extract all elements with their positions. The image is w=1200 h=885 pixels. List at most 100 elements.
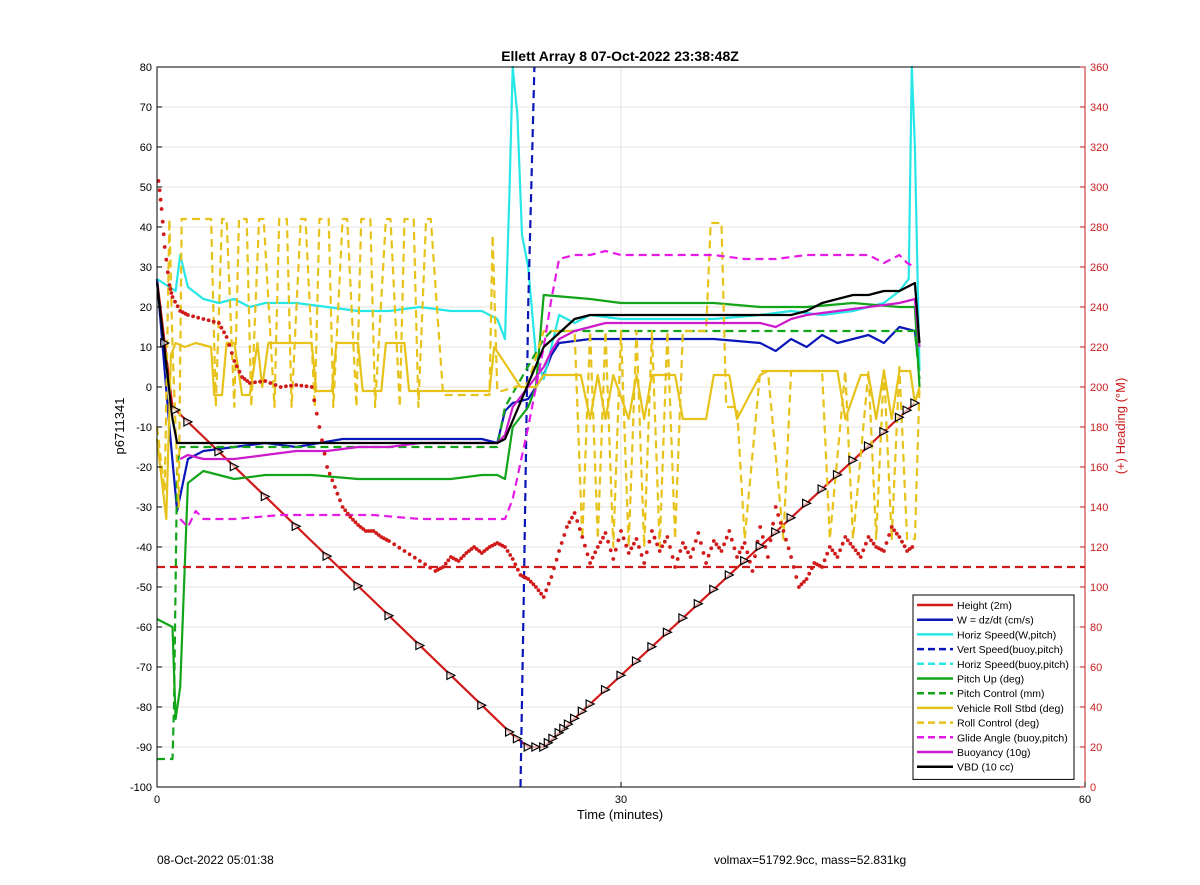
heading-point (709, 546, 714, 551)
heading-point (786, 546, 791, 551)
heading-point (789, 555, 793, 559)
heading-point (750, 569, 755, 573)
height-marker (548, 733, 559, 744)
height-marker (214, 446, 225, 457)
heading-point (539, 591, 543, 596)
heading-point (366, 529, 371, 533)
heading-point (477, 549, 482, 553)
heading-point (456, 559, 461, 563)
heading-point (446, 558, 451, 563)
heading-point (626, 551, 631, 555)
heading-point (632, 541, 636, 546)
heading-point (760, 535, 765, 539)
heading-point (245, 379, 250, 383)
series-horiz-speed-w-pitch (156, 65, 921, 381)
y-tick-label: -100 (130, 782, 152, 794)
heading-point (552, 566, 556, 571)
height-marker (631, 656, 642, 666)
heading-point (505, 549, 510, 553)
heading-point (660, 544, 665, 549)
height-marker (817, 484, 828, 494)
heading-point (691, 547, 696, 551)
heading-point (278, 385, 283, 389)
heading-series (156, 179, 1085, 599)
heading-point (418, 559, 422, 563)
height-marker (693, 598, 704, 609)
heading-point (624, 543, 629, 548)
heading-point (820, 565, 824, 569)
right-y-tick-label: 60 (1090, 662, 1102, 674)
heading-point (572, 511, 577, 515)
heading-point (673, 565, 677, 569)
heading-point (206, 318, 211, 323)
heading-point (825, 551, 830, 556)
right-y-tick-label: 220 (1090, 342, 1108, 354)
heading-point (164, 257, 169, 262)
height-marker (771, 527, 782, 537)
height-marker (229, 461, 240, 472)
height-marker (585, 699, 596, 709)
heading-point (374, 531, 378, 535)
height-marker (523, 742, 534, 752)
heading-point (735, 555, 739, 559)
height-marker (543, 737, 554, 748)
heading-point (737, 550, 742, 555)
heading-point (340, 505, 345, 509)
heading-point (247, 381, 252, 385)
height-marker (832, 469, 843, 480)
height-marker (910, 398, 921, 408)
height-marker (894, 412, 905, 423)
height-marker (577, 706, 588, 717)
heading-point (294, 383, 299, 387)
heading-point (655, 542, 659, 547)
legend-label: Horiz Speed(buoy,pitch) (957, 659, 1069, 671)
heading-point (794, 575, 799, 579)
heading-point (474, 547, 479, 551)
right-y-tick-label: 140 (1090, 502, 1108, 514)
height-marker (848, 455, 859, 466)
heading-point (513, 562, 518, 567)
heading-point (361, 527, 366, 531)
x-tick-label: 30 (615, 794, 627, 806)
heading-point (168, 287, 173, 291)
heading-point (773, 505, 778, 509)
heading-point (784, 537, 788, 542)
heading-point (688, 555, 693, 559)
heading-point (222, 330, 226, 335)
heading-point (312, 398, 317, 403)
right-y-tick-label: 340 (1090, 102, 1108, 114)
heading-point (309, 385, 314, 389)
y-tick-label: -50 (136, 582, 152, 594)
heading-point (861, 548, 866, 553)
heading-point (889, 525, 894, 529)
heading-point (871, 541, 876, 546)
heading-point (330, 478, 335, 483)
height-marker (512, 733, 523, 744)
heading-point (851, 545, 855, 549)
heading-point (469, 547, 474, 551)
heading-point (253, 380, 257, 385)
heading-point (670, 555, 675, 559)
heading-point (482, 549, 487, 553)
heading-point (652, 535, 657, 540)
right-y-tick-label: 260 (1090, 262, 1108, 274)
series-buoyancy-10g (179, 297, 921, 461)
heading-point (884, 541, 889, 545)
footer-timestamp: 08-Oct-2022 05:01:38 (157, 853, 274, 867)
height-marker (740, 555, 751, 566)
y-tick-label: -70 (136, 662, 152, 674)
heading-point (217, 321, 221, 325)
height-marker (600, 684, 611, 695)
height-marker (647, 641, 658, 652)
heading-point (740, 545, 745, 550)
heading-point (159, 207, 164, 211)
heading-point (696, 531, 701, 535)
heading-point (621, 536, 626, 541)
heading-point (766, 555, 770, 559)
heading-point (668, 545, 672, 549)
height-marker (183, 416, 194, 427)
height-marker (291, 521, 302, 532)
heading-point (905, 549, 909, 553)
heading-point (603, 531, 608, 535)
series-glide-angle-buoy-pitch (179, 249, 916, 529)
